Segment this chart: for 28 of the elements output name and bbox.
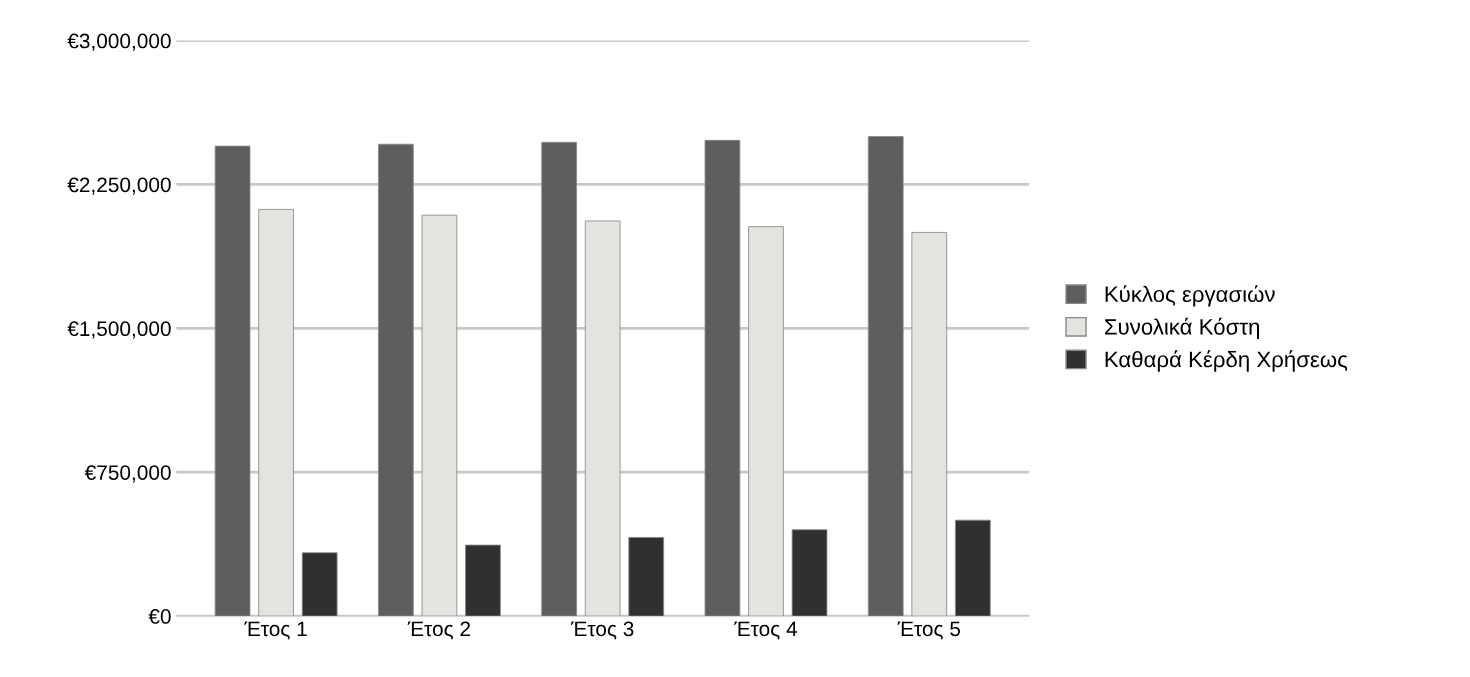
y-tick-label: €3,000,000: [67, 33, 171, 51]
bar: [954, 519, 991, 617]
x-tick-label: Έτος 2: [407, 621, 470, 640]
bar: [301, 552, 338, 617]
legend-label: Συνολικά Κόστη: [1105, 317, 1259, 340]
legend-label: Κύκλος εργασιών: [1105, 285, 1275, 307]
y-tick-label: €2,250,000: [67, 177, 171, 195]
y-tick-label: €0: [148, 609, 171, 624]
legend-label: Καθαρά Κέρδη Χρήσεως: [1105, 350, 1348, 372]
bar: [541, 141, 577, 617]
bar: [465, 544, 501, 617]
bar: [258, 209, 294, 617]
bar: [628, 537, 665, 617]
bar: [748, 226, 784, 617]
bar: [704, 139, 741, 617]
bar: [214, 145, 251, 617]
bar: [421, 214, 458, 617]
bar: [791, 529, 828, 617]
x-tick-label: Έτος 4: [734, 621, 798, 640]
x-tick-label: Έτος 3: [570, 621, 634, 640]
bar: [378, 143, 414, 617]
bar: [911, 232, 948, 617]
x-tick-label: Έτος 5: [897, 621, 961, 640]
bar: [584, 220, 621, 617]
x-tick-label: Έτος 1: [244, 621, 307, 640]
y-tick-label: €1,500,000: [67, 321, 171, 339]
y-tick-label: €750,000: [84, 465, 171, 483]
bar: [867, 136, 904, 617]
